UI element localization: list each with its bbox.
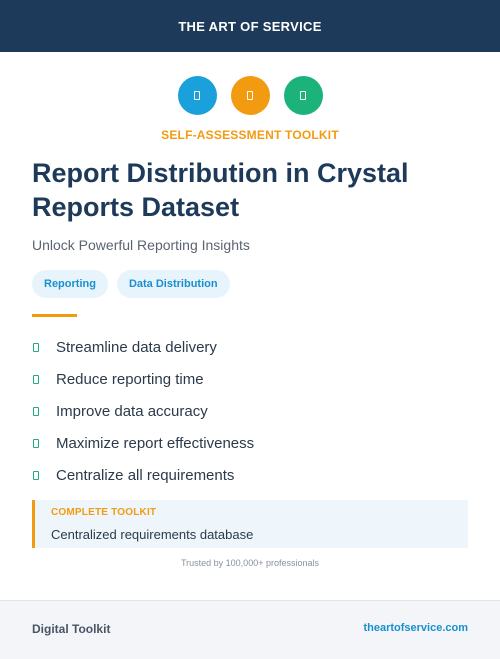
check-icon — [33, 342, 39, 352]
feature-item: Reduce reporting time — [32, 363, 254, 395]
accent-divider — [32, 314, 77, 317]
feature-text: Streamline data delivery — [56, 338, 217, 356]
green-document-icon — [283, 76, 323, 115]
feature-item: Streamline data delivery — [32, 331, 254, 363]
footer-label: Digital Toolkit — [32, 622, 111, 636]
feature-text: Centralize all requirements — [56, 466, 235, 484]
feature-list: Streamline data delivery Reduce reportin… — [32, 331, 254, 491]
website-link[interactable]: theartofservice.com — [363, 622, 468, 634]
feature-item: Centralize all requirements — [32, 459, 254, 491]
feature-text: Maximize report effectiveness — [56, 434, 255, 452]
trust-note: Trusted by 100,000+ professionals — [180, 558, 319, 568]
feature-item: Maximize report effectiveness — [32, 427, 254, 459]
feature-item: Improve data accuracy — [32, 395, 254, 427]
eyebrow-label: SELF-ASSESSMENT TOOLKIT — [161, 128, 339, 142]
feature-text: Reduce reporting time — [56, 370, 204, 388]
check-icon — [33, 406, 39, 416]
tag-list: Reporting Data Distribution — [32, 270, 230, 298]
feature-text: Improve data accuracy — [56, 402, 208, 420]
tag-reporting: Reporting — [32, 270, 108, 298]
check-icon — [33, 470, 39, 480]
subtitle: Unlock Powerful Reporting Insights — [32, 237, 250, 253]
tag-data-distribution: Data Distribution — [116, 270, 230, 298]
check-icon — [33, 374, 39, 384]
icon-row — [0, 76, 500, 115]
orange-document-icon — [230, 76, 270, 115]
callout-label: COMPLETE TOOLKIT — [51, 507, 157, 518]
callout-text: Centralized requirements database — [51, 527, 254, 542]
toolkit-callout: COMPLETE TOOLKIT Centralized requirement… — [32, 500, 468, 548]
footer-bar: Digital Toolkit theartofservice.com — [0, 600, 500, 659]
brand-name: THE ART OF SERVICE — [178, 18, 322, 34]
header-bar: THE ART OF SERVICE — [0, 0, 500, 52]
page-title: Report Distribution in Crystal Reports D… — [32, 158, 409, 222]
blue-document-icon — [177, 76, 217, 115]
check-icon — [33, 438, 39, 448]
